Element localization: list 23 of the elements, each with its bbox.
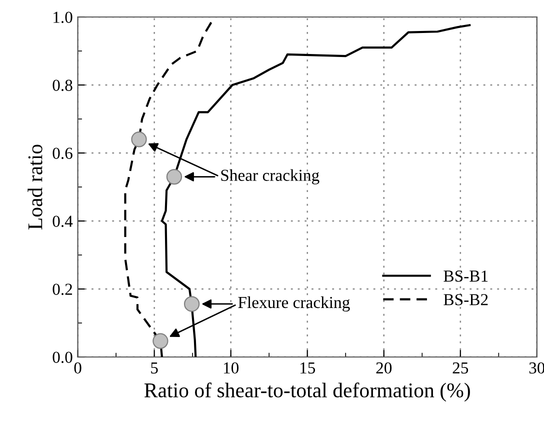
y-tick-label: 0.0: [52, 352, 72, 364]
y-tick-label: 0.6: [52, 148, 72, 160]
y-tick-label: 1.0: [54, 12, 72, 24]
point: [131, 132, 147, 148]
y-tick-label: 0.8: [52, 80, 72, 92]
x-tick-label: 0: [74, 362, 82, 374]
y-tick-label: 0.4: [52, 216, 73, 228]
x-tick-label: 20: [376, 362, 392, 374]
x-axis-title: Ratio of shear-to-total deformation (%): [144, 382, 470, 402]
x-tick-label: 10: [224, 362, 239, 374]
point: [152, 333, 168, 349]
y-tick-label: 0.2: [52, 284, 72, 296]
x-tick-label: 15: [300, 362, 316, 374]
x-tick-label: 25: [452, 362, 468, 374]
legend-label: BS-B2: [444, 294, 488, 306]
line-series: [124, 19, 214, 357]
annotation: Flexure cracking: [238, 296, 350, 312]
annotation: Shear cracking: [221, 169, 320, 184]
y-axis-title: Load ratio: [28, 144, 42, 230]
x-tick-label: 5: [151, 362, 158, 374]
point: [166, 168, 182, 185]
point: [184, 296, 200, 312]
legend-label: BS-B1: [444, 270, 488, 282]
